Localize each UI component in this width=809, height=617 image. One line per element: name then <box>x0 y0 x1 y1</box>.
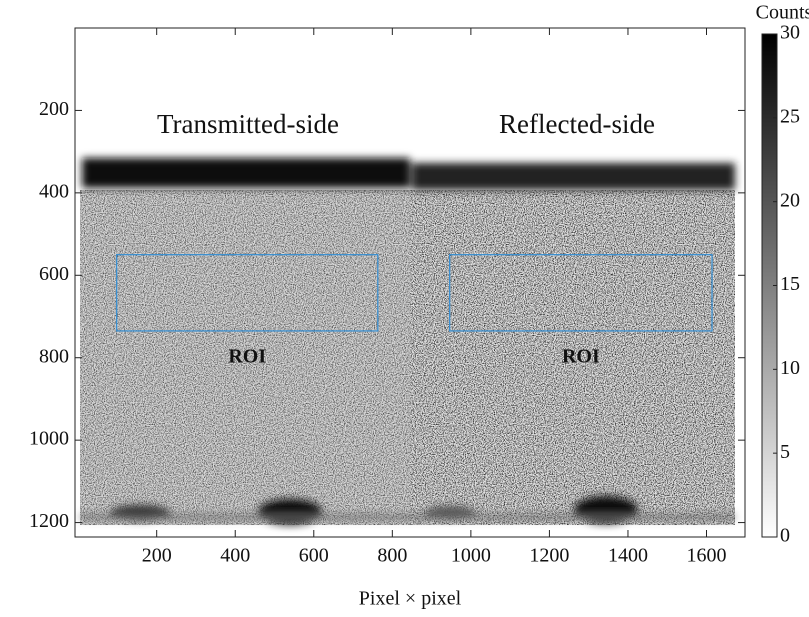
y-tick-label: 600 <box>39 263 69 285</box>
plot-frame <box>74 27 746 538</box>
y-tick-label: 400 <box>39 180 69 202</box>
roi-box <box>449 254 713 332</box>
roi-box <box>115 254 379 332</box>
x-tick-label: 400 <box>220 545 250 567</box>
colorbar-tick-label: 25 <box>780 105 800 127</box>
colorbar-label: Counts <box>756 2 809 24</box>
colorbar-tick-label: 20 <box>780 189 800 211</box>
annotation: Reflected-side <box>499 109 655 139</box>
y-tick-label: 1000 <box>29 428 69 450</box>
x-axis-label: Pixel × pixel <box>359 588 462 610</box>
roi-label: ROI <box>562 346 600 368</box>
image <box>75 28 745 537</box>
x-tick-label: 1400 <box>608 545 648 567</box>
colorbar-tick-label: 30 <box>780 22 800 44</box>
roi-label: ROI <box>228 346 266 368</box>
annotation: Transmitted-side <box>157 109 339 139</box>
x-tick-label: 1000 <box>451 545 491 567</box>
x-tick-label: 600 <box>299 545 329 567</box>
colorbar-tick-label: 10 <box>780 357 800 379</box>
colorbar-tick-label: 0 <box>780 525 790 547</box>
x-tick-label: 1600 <box>687 545 727 567</box>
y-tick-label: 200 <box>39 98 69 120</box>
x-tick-label: 800 <box>377 545 407 567</box>
y-tick-label: 1200 <box>29 510 69 532</box>
colorbar-tick-label: 5 <box>780 441 790 463</box>
x-tick-label: 200 <box>142 545 172 567</box>
x-tick-label: 1200 <box>529 545 569 567</box>
colorbar-tick-label: 15 <box>780 273 800 295</box>
y-tick-label: 800 <box>39 345 69 367</box>
